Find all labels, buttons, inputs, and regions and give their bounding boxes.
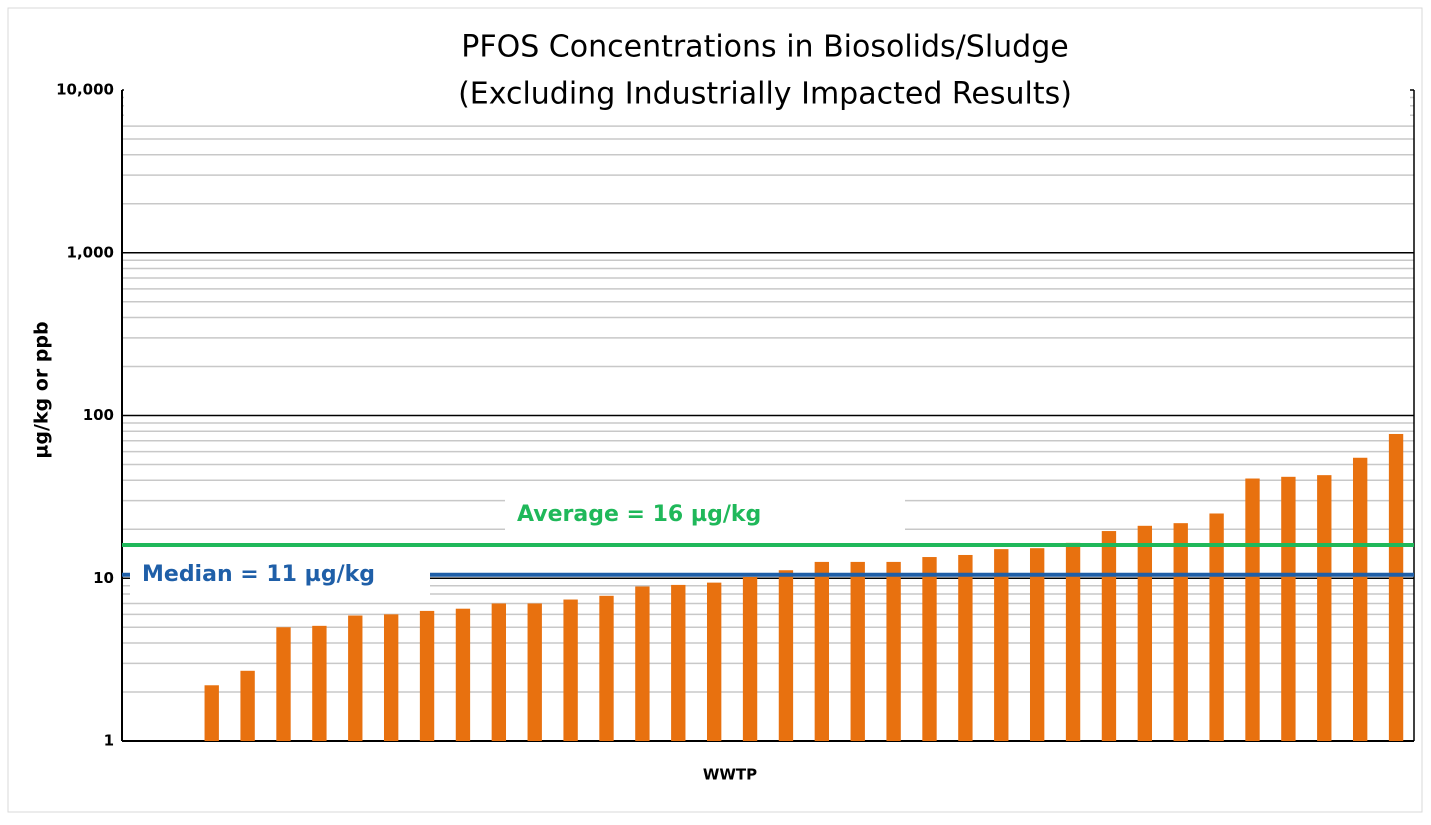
bar [1137, 525, 1153, 741]
bar [778, 570, 794, 741]
bar [491, 603, 507, 741]
x-axis-label: WWTP [703, 766, 757, 784]
bar [563, 599, 578, 741]
bar [1065, 542, 1081, 741]
bar [348, 615, 363, 741]
y-tick-label: 100 [83, 406, 114, 424]
bar [635, 586, 650, 741]
bar [204, 685, 219, 741]
plot-area [121, 89, 1415, 742]
y-tick-label: 1 [104, 732, 114, 750]
bar [455, 608, 471, 741]
bar [383, 614, 399, 741]
bar [671, 584, 686, 741]
bar [1281, 476, 1296, 741]
bar [1209, 513, 1224, 741]
bar [814, 561, 830, 741]
bar [922, 557, 937, 741]
bar [742, 576, 758, 741]
bar [419, 610, 435, 741]
y-axis-label: µg/kg or ppb [31, 321, 53, 458]
title-backdrop [124, 14, 1410, 118]
bar [850, 561, 865, 741]
bar [706, 582, 722, 741]
bar [1245, 478, 1260, 741]
bar [276, 627, 291, 741]
bar [1029, 548, 1045, 741]
bar [599, 595, 614, 741]
bar [958, 554, 973, 741]
bar [240, 670, 255, 741]
bar [1317, 475, 1332, 741]
annotation-box [130, 548, 430, 602]
chart-subtitle: (Excluding Industrially Impacted Results… [458, 77, 1072, 112]
bar [886, 561, 901, 741]
bar [527, 603, 542, 741]
bar [312, 625, 327, 741]
annotation: Average = 16 µg/kg [517, 502, 761, 527]
y-tick-label: 10,000 [56, 81, 114, 99]
bar [1173, 523, 1188, 741]
chart-title: PFOS Concentrations in Biosolids/Sludge [461, 30, 1068, 65]
bar [1101, 531, 1117, 741]
annotation: Median = 11 µg/kg [142, 562, 375, 587]
y-tick-label: 10 [93, 569, 114, 587]
y-tick-label: 1,000 [67, 243, 114, 261]
bar [994, 549, 1009, 741]
bar [1388, 433, 1404, 741]
bar [1352, 457, 1368, 741]
annotation-box [505, 492, 905, 538]
